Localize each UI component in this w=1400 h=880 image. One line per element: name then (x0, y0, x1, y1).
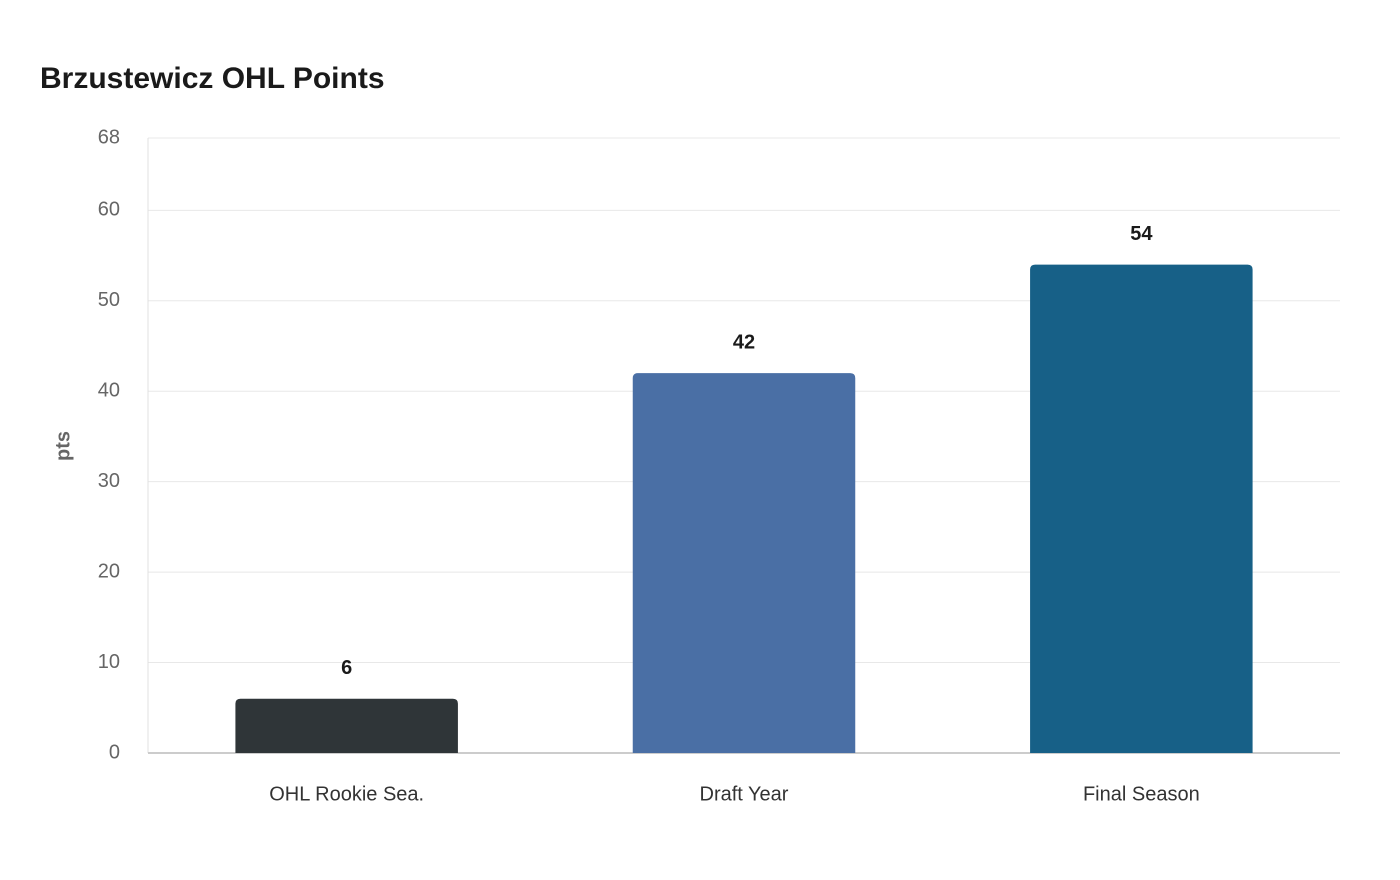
data-label: 42 (733, 331, 755, 353)
bar (632, 373, 856, 753)
bar (235, 698, 458, 753)
y-tick-label: 68 (98, 126, 120, 148)
data-label: 6 (341, 657, 352, 679)
y-tick-label: 0 (109, 741, 120, 763)
y-tick-label: 50 (98, 289, 120, 311)
y-tick-label: 20 (98, 560, 120, 582)
y-axis-label: pts (52, 431, 74, 461)
x-tick-label: Final Season (1083, 783, 1200, 805)
x-tick-label: Draft Year (700, 783, 789, 805)
y-tick-label: 10 (98, 651, 120, 673)
y-tick-label: 40 (98, 380, 120, 402)
data-label: 54 (1130, 223, 1153, 245)
y-tick-label: 30 (98, 470, 120, 492)
x-tick-label: OHL Rookie Sea. (269, 783, 424, 805)
y-tick-label: 60 (98, 199, 120, 221)
bar (1030, 264, 1253, 753)
chart-title: Brzustewicz OHL Points (40, 62, 385, 95)
